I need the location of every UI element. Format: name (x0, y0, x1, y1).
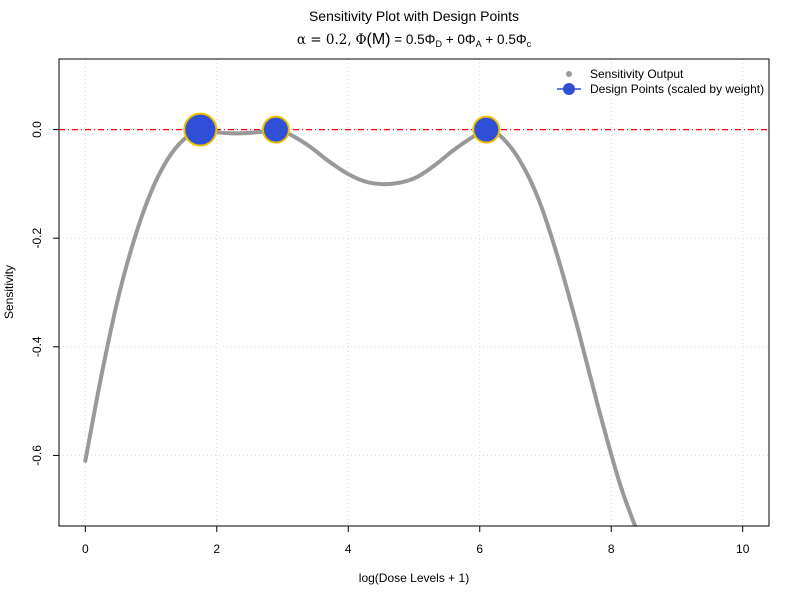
subtitle-alpha: α = 0.2, (296, 32, 352, 48)
y-tick-label-3: 0.0 (30, 121, 44, 138)
y-axis-label: Sensitivity (2, 265, 16, 319)
design-point-1 (183, 112, 218, 147)
y-tick-label-1: -0.4 (30, 336, 44, 357)
legend-marker-sensitivity (566, 71, 572, 77)
subtitle-phi-m-arg: (M) (366, 31, 391, 48)
subtitle-eq: = 0.5Φ (394, 32, 436, 47)
design-point-2 (261, 115, 290, 144)
x-tick-label-3: 6 (476, 542, 483, 556)
legend-label-design: Design Points (scaled by weight) (590, 82, 764, 96)
x-tick-label-4: 8 (608, 542, 615, 556)
subtitle-plus-c: + 0.5Φ (485, 32, 527, 47)
legend-marker-design (563, 83, 575, 95)
x-axis-label: log(Dose Levels + 1) (359, 571, 469, 585)
subtitle-plus-a: + 0Φ (445, 32, 476, 47)
legend-label-sensitivity: Sensitivity Output (590, 67, 684, 81)
x-tick-label-5: 10 (736, 542, 750, 556)
subtitle-sub-c: c (526, 39, 532, 49)
chart-subtitle: α = 0.2, Φ(M) = 0.5ΦD + 0ΦA + 0.5Φc (0, 31, 800, 49)
subtitle-sub-a: A (475, 39, 482, 49)
plot-frame (58, 58, 770, 527)
x-tick-label-1: 2 (213, 542, 220, 556)
y-tick-label-2: -0.2 (30, 228, 44, 249)
subtitle-sub-d: D (435, 39, 442, 49)
x-tick-label-0: 0 (82, 542, 89, 556)
subtitle-phi-m: Φ (355, 32, 367, 48)
design-point-3 (472, 115, 501, 144)
chart-title: Sensitivity Plot with Design Points (308, 8, 520, 24)
x-tick-label-2: 4 (345, 542, 352, 556)
sensitivity-curve (83, 127, 638, 526)
y-tick-label-0: -0.6 (30, 445, 44, 466)
